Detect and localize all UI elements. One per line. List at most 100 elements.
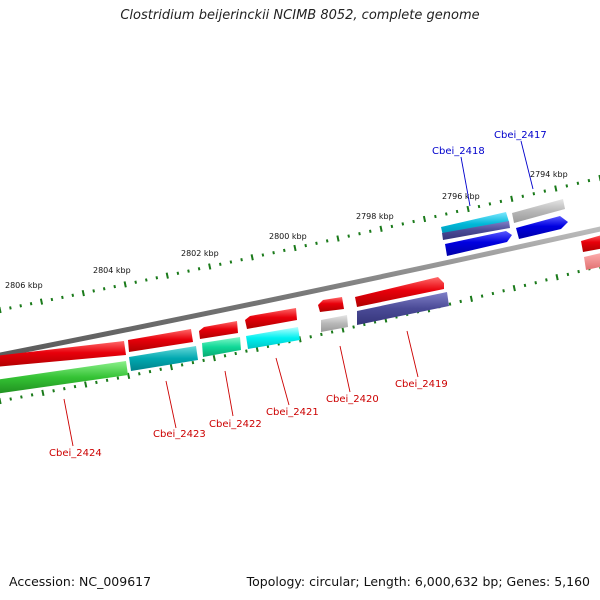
- forward-strand-genes: [0, 199, 600, 367]
- inner-ruler-major-tick: [512, 284, 516, 292]
- inner-ruler-minor-tick: [502, 289, 505, 293]
- leader-cbei-2422: [224, 370, 234, 417]
- inner-ruler-major-tick: [212, 354, 216, 362]
- inner-ruler-minor-tick: [491, 291, 495, 296]
- inner-ruler-minor-tick: [448, 302, 452, 306]
- gene-cbei-2422[interactable]: [199, 321, 238, 339]
- gene-label-cbei-2418[interactable]: Cbei_2418: [432, 146, 485, 157]
- outer-ruler-minor-tick: [19, 304, 22, 308]
- inner-ruler-minor-tick: [330, 330, 334, 334]
- outer-ruler-minor-tick: [92, 289, 95, 293]
- tick-label-2798: 2798 kbp: [356, 212, 394, 221]
- genome-summary-text: Topology: circular; Length: 6,000,632 bp…: [246, 574, 590, 589]
- tick-label-2802: 2802 kbp: [181, 249, 219, 258]
- leader-cbei-2421: [275, 357, 290, 406]
- outer-ruler-minor-tick: [369, 229, 372, 233]
- leader-cbei-2423: [165, 380, 177, 429]
- inner-ruler-minor-tick: [577, 269, 580, 274]
- outer-ruler-major-tick: [466, 205, 470, 213]
- gene-cbei-2419[interactable]: [355, 277, 444, 307]
- inner-ruler-minor-tick: [202, 358, 205, 363]
- gene-label-cbei-2422[interactable]: Cbei_2422: [209, 419, 262, 430]
- outer-ruler-minor-tick: [587, 178, 591, 183]
- outer-ruler-minor-tick: [477, 204, 481, 209]
- cog-band-2418: [445, 231, 512, 256]
- gene-cbei-2421[interactable]: [245, 308, 297, 329]
- outer-ruler-major-tick: [250, 254, 254, 261]
- accession-text: Accession: NC_009617: [9, 574, 152, 589]
- map-title: Clostridium beijerinckii NCIMB 8052, com…: [120, 8, 480, 23]
- outer-ruler-minor-tick: [134, 280, 137, 284]
- inner-ruler-minor-tick: [95, 380, 98, 385]
- gene-offscreen-right[interactable]: [581, 234, 600, 252]
- leader-cbei-2420: [339, 345, 351, 393]
- leader-cbei-2418: [460, 156, 471, 207]
- inner-ruler-minor-tick: [363, 322, 366, 327]
- inner-ruler-major-tick: [169, 363, 174, 371]
- outer-ruler-minor-tick: [304, 243, 307, 248]
- inner-ruler-major-tick: [0, 397, 2, 405]
- inner-ruler-major-tick: [84, 381, 88, 388]
- tick-label-2800: 2800 kbp: [269, 232, 307, 241]
- gene-cbei-2424[interactable]: [0, 341, 126, 367]
- outer-ruler-minor-tick: [412, 219, 415, 224]
- gene-cbei-2420[interactable]: [318, 297, 344, 312]
- tick-label-2806: 2806 kbp: [5, 281, 43, 290]
- outer-ruler-major-tick: [81, 289, 85, 297]
- tick-label-2794: 2794 kbp: [530, 170, 568, 179]
- gene-label-cbei-2423[interactable]: Cbei_2423: [153, 429, 206, 440]
- outer-ruler-major-tick: [379, 225, 383, 232]
- inner-ruler-minor-tick: [138, 372, 141, 376]
- inner-ruler-minor-tick: [148, 369, 152, 374]
- outer-ruler-minor-tick: [390, 224, 394, 229]
- inner-ruler-minor-tick: [234, 351, 237, 356]
- outer-ruler-minor-tick: [9, 306, 12, 310]
- outer-ruler-minor-tick: [488, 202, 492, 206]
- inner-ruler-minor-tick: [20, 395, 23, 399]
- gene-label-cbei-2420[interactable]: Cbei_2420: [326, 394, 379, 405]
- gene-cbei-2417[interactable]: [512, 199, 565, 223]
- outer-ruler-major-tick: [422, 215, 427, 223]
- gene-cbei-2418[interactable]: [441, 212, 509, 236]
- inner-ruler-minor-tick: [352, 325, 355, 329]
- leader-cbei-2417: [520, 140, 534, 190]
- outer-ruler: [0, 174, 600, 314]
- outer-ruler-major-tick: [598, 174, 600, 182]
- inner-ruler-minor-tick: [52, 389, 55, 393]
- outer-ruler-minor-tick: [113, 284, 116, 289]
- inner-ruler-minor-tick: [480, 294, 484, 298]
- inner-ruler-major-tick: [555, 274, 559, 281]
- outer-ruler-minor-tick: [521, 194, 525, 198]
- inner-ruler-minor-tick: [534, 281, 537, 285]
- outer-ruler-minor-tick: [71, 293, 75, 297]
- gene-label-cbei-2424[interactable]: Cbei_2424: [49, 448, 102, 459]
- cog-band-2420: [321, 315, 348, 332]
- outer-ruler-minor-tick: [576, 181, 580, 185]
- outer-ruler-minor-tick: [240, 258, 243, 262]
- outer-ruler-minor-tick: [50, 297, 54, 302]
- outer-ruler-major-tick: [510, 195, 514, 202]
- inner-ruler-major-tick: [469, 295, 474, 302]
- tick-label-2804: 2804 kbp: [93, 266, 131, 275]
- outer-ruler-minor-tick: [434, 214, 437, 219]
- cog-band-2419: [357, 292, 449, 325]
- cog-band-2422: [202, 337, 241, 357]
- inner-ruler-minor-tick: [63, 387, 66, 391]
- inner-ruler-minor-tick: [105, 378, 109, 382]
- inner-ruler-minor-tick: [180, 363, 184, 367]
- gene-label-cbei-2419[interactable]: Cbei_2419: [395, 379, 448, 390]
- outer-ruler-minor-tick: [155, 276, 159, 280]
- outer-ruler-minor-tick: [219, 262, 222, 266]
- inner-ruler-minor-tick: [523, 283, 527, 288]
- outer-ruler-minor-tick: [61, 295, 64, 300]
- inner-ruler-minor-tick: [223, 354, 227, 358]
- gene-label-cbei-2421[interactable]: Cbei_2421: [266, 407, 319, 418]
- inner-ruler: [0, 262, 600, 405]
- gene-label-cbei-2417[interactable]: Cbei_2417: [494, 130, 547, 141]
- outer-ruler-minor-tick: [272, 251, 275, 255]
- gene-cbei-2423[interactable]: [128, 329, 193, 352]
- outer-ruler-minor-tick: [283, 248, 286, 253]
- inner-ruler-minor-tick: [191, 360, 195, 365]
- leader-cbei-2419: [406, 330, 419, 378]
- outer-ruler-minor-tick: [315, 241, 318, 245]
